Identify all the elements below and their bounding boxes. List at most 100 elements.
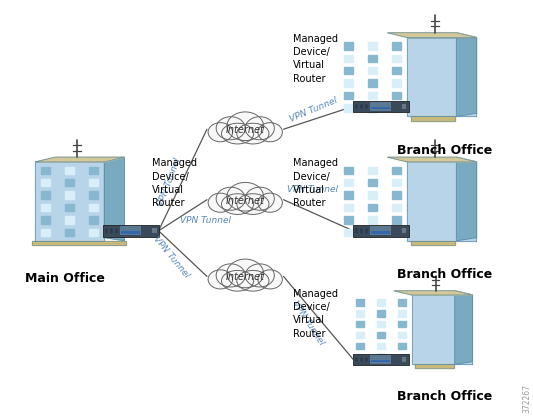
Bar (360, 357, 363, 362)
Bar (377, 343, 385, 349)
Polygon shape (457, 157, 477, 241)
Bar (89, 216, 98, 223)
Bar (66, 216, 74, 223)
Bar (353, 225, 409, 237)
Ellipse shape (245, 187, 274, 210)
Text: Branch Office: Branch Office (397, 390, 492, 403)
Bar (377, 332, 385, 338)
Bar (398, 343, 406, 349)
Bar (89, 191, 98, 199)
Bar (368, 228, 377, 236)
Text: Managed
Device/
Virtual
Router: Managed Device/ Virtual Router (293, 158, 338, 208)
Bar (402, 228, 407, 233)
Bar (42, 204, 51, 211)
Text: Internet: Internet (226, 272, 265, 282)
Polygon shape (455, 291, 472, 364)
Bar (42, 216, 51, 223)
Bar (120, 226, 141, 235)
Bar (392, 204, 401, 211)
Bar (392, 104, 401, 111)
Bar (392, 67, 401, 74)
Bar (368, 54, 377, 62)
Bar (121, 231, 140, 234)
Ellipse shape (245, 116, 274, 140)
Bar (392, 54, 401, 62)
Text: VPN Tunnel: VPN Tunnel (156, 156, 182, 208)
Bar (402, 104, 407, 109)
Text: Managed
Device/
Virtual
Router: Managed Device/ Virtual Router (152, 158, 197, 208)
Polygon shape (387, 157, 477, 162)
Text: Managed
Device/
Virtual
Router: Managed Device/ Virtual Router (293, 34, 338, 84)
Bar (398, 299, 406, 306)
Polygon shape (415, 364, 454, 369)
Polygon shape (32, 241, 126, 245)
Bar (368, 204, 377, 211)
Bar (360, 228, 363, 234)
Bar (66, 167, 74, 174)
Bar (66, 191, 74, 199)
Bar (344, 179, 353, 186)
Polygon shape (394, 291, 472, 295)
Bar (377, 354, 385, 360)
Bar (371, 231, 390, 234)
Bar (42, 167, 51, 174)
Polygon shape (407, 162, 477, 241)
Bar (368, 216, 377, 223)
Text: Internet: Internet (226, 196, 265, 206)
Ellipse shape (237, 270, 269, 291)
Bar (344, 42, 353, 50)
Text: Main Office: Main Office (25, 272, 104, 285)
Ellipse shape (237, 194, 269, 214)
Ellipse shape (216, 187, 245, 210)
Bar (105, 228, 108, 234)
Bar (355, 228, 358, 234)
Bar (42, 228, 51, 236)
Bar (353, 354, 409, 365)
Bar (110, 228, 113, 234)
Bar (392, 216, 401, 223)
Polygon shape (411, 241, 455, 245)
Bar (371, 360, 390, 362)
Bar (398, 354, 406, 360)
Ellipse shape (227, 259, 264, 288)
Text: VPN Tunnel: VPN Tunnel (180, 216, 231, 225)
Polygon shape (411, 116, 455, 121)
Text: Managed
Device/
Virtual
Router: Managed Device/ Virtual Router (293, 289, 338, 339)
Ellipse shape (258, 193, 282, 212)
Ellipse shape (227, 182, 264, 211)
Ellipse shape (245, 264, 274, 287)
Bar (89, 228, 98, 236)
Bar (365, 357, 368, 362)
Bar (368, 79, 377, 87)
Bar (368, 92, 377, 99)
Ellipse shape (222, 194, 254, 214)
Polygon shape (411, 295, 472, 364)
Bar (398, 332, 406, 338)
Bar (89, 167, 98, 174)
Bar (402, 357, 407, 362)
Bar (365, 104, 368, 109)
Bar (89, 204, 98, 211)
Bar (103, 225, 159, 237)
Bar (355, 357, 358, 362)
Ellipse shape (208, 193, 232, 212)
Bar (371, 107, 390, 109)
Bar (66, 228, 74, 236)
Bar (356, 354, 364, 360)
Ellipse shape (216, 116, 245, 140)
Bar (353, 101, 409, 112)
Bar (392, 179, 401, 186)
Bar (377, 299, 385, 306)
Text: VPN Tunnel: VPN Tunnel (287, 185, 338, 194)
Ellipse shape (258, 123, 282, 142)
Ellipse shape (222, 123, 254, 144)
Bar (344, 79, 353, 87)
Bar (365, 228, 368, 234)
Bar (392, 79, 401, 87)
Bar (344, 54, 353, 62)
Text: VPN Tunnel: VPN Tunnel (288, 95, 339, 124)
Polygon shape (387, 33, 477, 37)
Ellipse shape (216, 264, 245, 287)
Bar (115, 228, 118, 234)
Bar (344, 191, 353, 199)
